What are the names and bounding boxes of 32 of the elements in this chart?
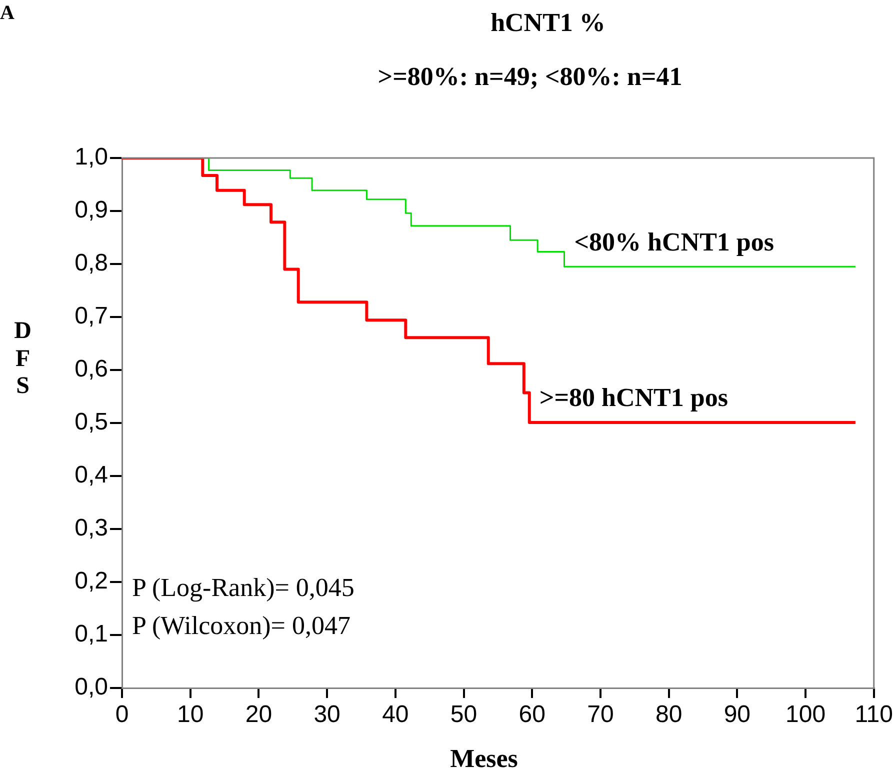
x-tick-label: 40 <box>382 701 409 728</box>
x-tick-label: 10 <box>177 701 204 728</box>
x-tick-label: 60 <box>518 701 546 728</box>
y-tick-label: 0,3 <box>74 514 108 542</box>
x-tick-label: 30 <box>314 701 340 728</box>
chart-title: hCNT1 % <box>490 8 606 38</box>
series-label: >=80 hCNT1 pos <box>539 383 728 412</box>
x-tick-label: 50 <box>450 701 478 728</box>
y-tick-label: 0,6 <box>74 356 108 383</box>
annotation: P (Wilcoxon)= 0,047 <box>132 611 350 641</box>
series-label: <80% hCNT1 pos <box>574 227 774 256</box>
x-tick-label: 20 <box>245 701 272 728</box>
y-tick-label: 0,2 <box>74 568 108 595</box>
y-tick-label: 0,4 <box>74 462 108 489</box>
chart-subtitle: >=80%: n=49; <80%: n=41 <box>378 62 682 92</box>
x-tick-label: 70 <box>587 701 614 728</box>
y-tick-label: 0,5 <box>74 408 108 436</box>
y-tick-label: 0,9 <box>74 196 108 224</box>
x-tick-label: 80 <box>655 701 682 728</box>
x-tick-label: 90 <box>724 701 751 728</box>
text: A <box>0 2 14 25</box>
y-tick-label: 0,0 <box>74 674 108 701</box>
y-tick-label: 0,8 <box>74 250 108 277</box>
y-tick-label: 1,0 <box>74 144 108 171</box>
annotation: P (Log-Rank)= 0,045 <box>132 573 354 603</box>
y-tick-label: 0,1 <box>74 620 108 648</box>
x-tick-label: 0 <box>115 701 129 728</box>
x-axis-title: Meses <box>450 744 518 774</box>
x-tick-label: 110 <box>854 701 893 728</box>
x-tick-label: 100 <box>785 701 826 728</box>
y-tick-label: 0,7 <box>74 302 108 330</box>
y-axis-title: DFS <box>13 318 32 401</box>
